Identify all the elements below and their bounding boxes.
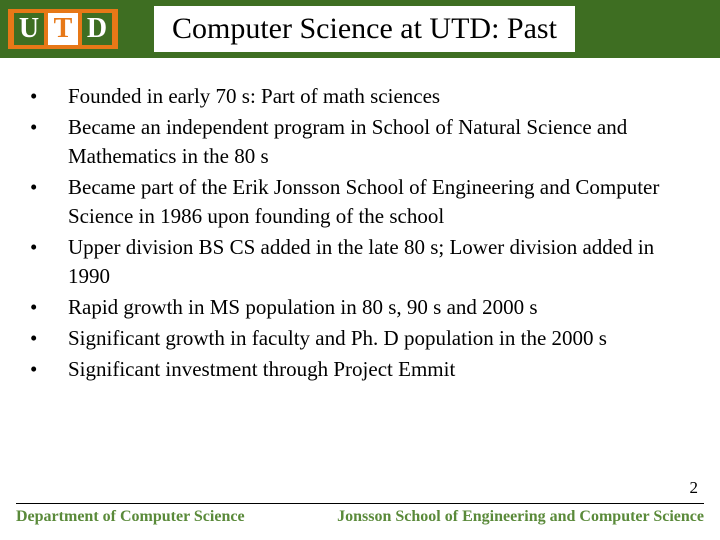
utd-logo: U T D [8, 9, 118, 49]
bullet-list: • Founded in early 70 s: Part of math sc… [28, 82, 692, 384]
list-item: • Became an independent program in Schoo… [28, 113, 692, 171]
bullet-text: Became part of the Erik Jonsson School o… [68, 173, 692, 231]
bullet-marker: • [28, 324, 68, 353]
bullet-text: Rapid growth in MS population in 80 s, 9… [68, 293, 692, 322]
bullet-text: Founded in early 70 s: Part of math scie… [68, 82, 692, 111]
list-item: • Rapid growth in MS population in 80 s,… [28, 293, 692, 322]
bullet-marker: • [28, 82, 68, 111]
bullet-marker: • [28, 293, 68, 322]
bullet-marker: • [28, 233, 68, 262]
bullet-text: Upper division BS CS added in the late 8… [68, 233, 692, 291]
page-number: 2 [690, 478, 699, 498]
footer-row: Department of Computer Science Jonsson S… [16, 508, 704, 526]
footer: Department of Computer Science Jonsson S… [0, 503, 720, 526]
bullet-text: Became an independent program in School … [68, 113, 692, 171]
footer-divider [16, 503, 704, 504]
logo-letter-d: D [82, 13, 112, 45]
footer-right: Jonsson School of Engineering and Comput… [337, 508, 704, 526]
content-area: • Founded in early 70 s: Part of math sc… [0, 58, 720, 384]
list-item: • Became part of the Erik Jonsson School… [28, 173, 692, 231]
slide-title: Computer Science at UTD: Past [154, 6, 575, 52]
bullet-text: Significant investment through Project E… [68, 355, 692, 384]
bullet-text: Significant growth in faculty and Ph. D … [68, 324, 692, 353]
bullet-marker: • [28, 173, 68, 202]
footer-left: Department of Computer Science [16, 508, 245, 526]
logo-letter-u: U [14, 13, 44, 45]
list-item: • Founded in early 70 s: Part of math sc… [28, 82, 692, 111]
list-item: • Significant growth in faculty and Ph. … [28, 324, 692, 353]
bullet-marker: • [28, 113, 68, 142]
list-item: • Upper division BS CS added in the late… [28, 233, 692, 291]
list-item: • Significant investment through Project… [28, 355, 692, 384]
header-bar: U T D Computer Science at UTD: Past [0, 0, 720, 58]
bullet-marker: • [28, 355, 68, 384]
logo-letter-t: T [48, 13, 78, 45]
